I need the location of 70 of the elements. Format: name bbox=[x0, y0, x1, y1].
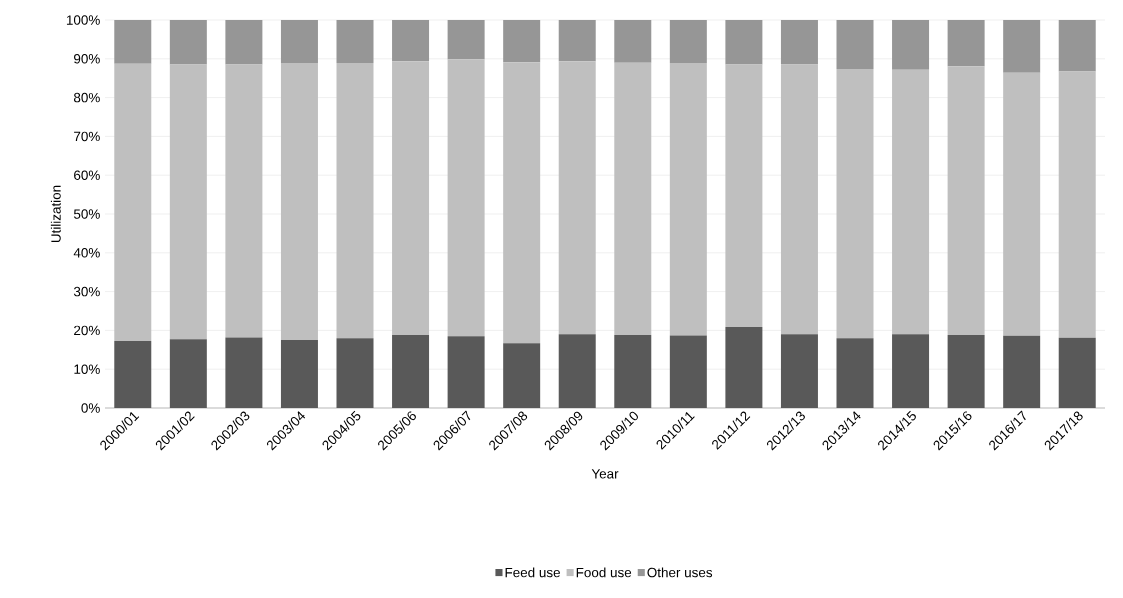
bar bbox=[114, 340, 152, 408]
bar bbox=[447, 336, 485, 408]
bar bbox=[614, 335, 652, 408]
bar bbox=[558, 334, 596, 408]
bar bbox=[503, 20, 541, 63]
bar bbox=[892, 20, 930, 70]
bar bbox=[280, 20, 318, 64]
y-tick-label: 90% bbox=[74, 54, 100, 64]
bar bbox=[447, 59, 485, 337]
y-tick-label: 40% bbox=[73, 248, 100, 258]
bar bbox=[169, 339, 207, 408]
legend-label: Feed use bbox=[505, 567, 560, 578]
bar bbox=[1058, 20, 1096, 72]
bar bbox=[336, 338, 374, 408]
bar bbox=[836, 338, 874, 408]
y-tick-label: 30% bbox=[73, 286, 100, 297]
bar bbox=[280, 63, 318, 341]
y-tick-label: 10% bbox=[74, 364, 100, 374]
y-tick-label: 60% bbox=[74, 170, 100, 180]
bar bbox=[780, 20, 818, 65]
y-tick-label: 80% bbox=[73, 92, 100, 103]
bar bbox=[669, 63, 707, 336]
bar bbox=[169, 20, 207, 65]
bar bbox=[669, 20, 707, 64]
bar bbox=[503, 62, 541, 344]
bar bbox=[503, 343, 541, 408]
bar bbox=[947, 66, 985, 336]
bar bbox=[1058, 71, 1096, 338]
bar bbox=[392, 335, 430, 408]
bar bbox=[892, 334, 930, 408]
bar bbox=[1003, 335, 1041, 408]
bar bbox=[669, 335, 707, 408]
bar bbox=[114, 63, 152, 341]
bar bbox=[1058, 337, 1096, 408]
bar bbox=[225, 337, 263, 408]
bar bbox=[780, 64, 818, 335]
bar bbox=[447, 20, 485, 60]
bar bbox=[336, 63, 374, 339]
y-tick-label: 70% bbox=[74, 131, 100, 142]
bar bbox=[725, 64, 763, 327]
bar bbox=[392, 61, 430, 336]
x-axis-title: Year bbox=[591, 469, 619, 479]
bar bbox=[780, 334, 818, 408]
y-tick-label: 50% bbox=[73, 209, 100, 219]
y-tick-label: 100% bbox=[66, 15, 100, 25]
bar bbox=[892, 69, 930, 335]
bar bbox=[558, 61, 596, 335]
y-tick-label: 0% bbox=[81, 403, 100, 413]
bar bbox=[225, 20, 263, 65]
bar bbox=[1003, 72, 1041, 336]
bar bbox=[1003, 20, 1041, 73]
bar bbox=[558, 20, 596, 62]
bar bbox=[836, 68, 874, 339]
legend-label: Food use bbox=[576, 567, 632, 578]
bar bbox=[947, 20, 985, 67]
legend-label: Other uses bbox=[647, 567, 713, 578]
bar bbox=[725, 20, 763, 65]
bar bbox=[725, 326, 763, 408]
bar bbox=[336, 20, 374, 64]
bar bbox=[114, 20, 152, 64]
bar bbox=[280, 340, 318, 408]
y-axis-title: Utilization bbox=[50, 185, 61, 243]
bar bbox=[836, 20, 874, 69]
bar bbox=[392, 20, 430, 62]
bar bbox=[614, 62, 652, 336]
bar bbox=[169, 64, 207, 340]
bar bbox=[225, 64, 263, 338]
bar bbox=[614, 20, 652, 63]
y-tick-label: 20% bbox=[74, 325, 100, 336]
bar bbox=[947, 335, 985, 408]
